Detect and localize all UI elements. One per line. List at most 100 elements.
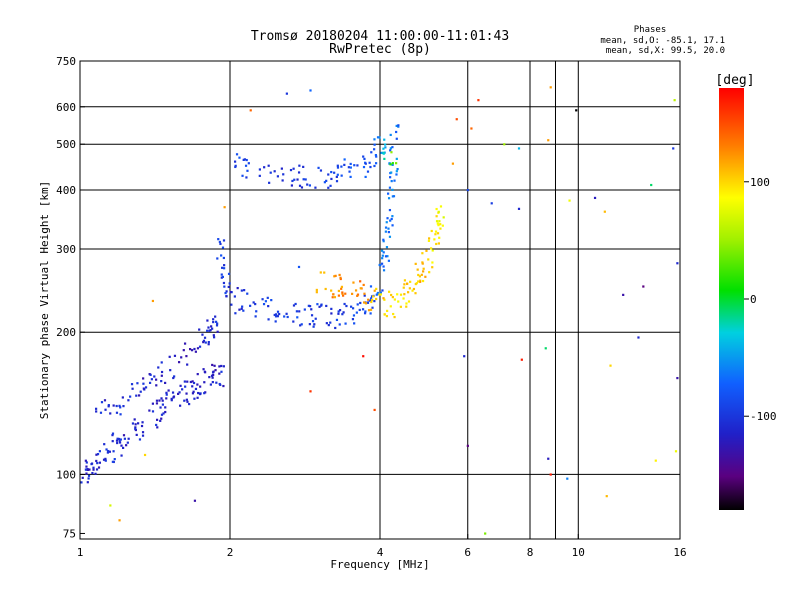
legend-heading: Phases <box>634 25 667 35</box>
echo-point <box>95 468 99 471</box>
echo-point <box>300 323 303 326</box>
echo-point <box>131 387 134 390</box>
echo-point <box>378 263 381 267</box>
sparse-echo-point <box>463 355 466 358</box>
echo-point <box>169 369 172 372</box>
echo-point <box>228 282 231 285</box>
echo-point <box>417 280 420 283</box>
echo-point <box>270 299 273 302</box>
echo-point <box>436 222 439 225</box>
echo-point <box>336 164 339 167</box>
colorbar-ticks: 100 0 -100 <box>744 176 777 423</box>
echo-point <box>86 468 90 471</box>
echo-point <box>98 461 102 464</box>
echo-point <box>419 279 422 282</box>
sparse-echo-point <box>309 89 312 92</box>
echo-point <box>338 273 341 277</box>
echo-point <box>395 124 398 128</box>
echo-point <box>214 315 217 318</box>
echo-point <box>402 286 405 289</box>
echo-point <box>112 404 115 407</box>
echo-point <box>391 163 394 166</box>
echo-point <box>223 264 226 267</box>
echo-point <box>356 303 359 306</box>
echo-point <box>201 333 204 336</box>
echo-point <box>317 166 320 169</box>
echo-point <box>203 336 207 339</box>
chart-title: Tromsø 20180204 11:00:00-11:01:43 <box>251 29 509 44</box>
echo-point <box>214 369 217 372</box>
sparse-echo-point <box>297 265 301 269</box>
echo-point <box>437 210 440 213</box>
echo-point <box>85 465 88 468</box>
echo-point <box>119 438 122 441</box>
echo-point <box>88 468 91 471</box>
echo-point <box>160 417 163 420</box>
echo-point <box>212 318 215 321</box>
echo-point <box>225 290 228 293</box>
echo-point <box>298 164 301 167</box>
echo-point <box>148 409 151 412</box>
echo-point <box>384 146 387 149</box>
echo-point <box>153 375 156 378</box>
echo-point <box>104 457 107 460</box>
echo-point <box>227 272 231 275</box>
echo-point <box>337 312 340 315</box>
echo-point <box>349 175 352 178</box>
echo-point <box>246 292 249 295</box>
sparse-echo-point <box>477 99 480 102</box>
echo-point <box>230 303 233 306</box>
echo-point <box>343 302 346 306</box>
echo-point <box>343 163 346 166</box>
legend-box: Phases mean, sd,O: -85.1, 17.1 mean, sd,… <box>600 25 725 56</box>
echo-point <box>142 377 145 380</box>
echo-point <box>396 293 399 296</box>
echo-point <box>390 180 393 183</box>
echo-point <box>336 173 339 176</box>
echo-point <box>434 230 438 233</box>
echo-point <box>105 448 108 451</box>
echo-point <box>341 292 344 295</box>
echo-point <box>316 303 319 306</box>
echo-point <box>291 179 294 183</box>
echo-point <box>435 207 438 211</box>
sparse-echo-point <box>470 127 473 130</box>
echo-point <box>144 386 148 389</box>
echo-point <box>138 394 141 397</box>
echo-point <box>307 304 310 307</box>
echo-point <box>85 461 88 464</box>
echo-point <box>155 399 159 402</box>
echo-point <box>344 322 347 325</box>
echo-point <box>369 312 372 315</box>
echo-point <box>234 312 237 315</box>
echo-point <box>258 168 261 171</box>
echo-point <box>389 133 392 137</box>
x-tick-label: 2 <box>227 546 234 559</box>
echo-point <box>384 226 388 229</box>
echo-point <box>311 320 315 323</box>
echo-point <box>382 238 385 241</box>
echo-point <box>408 287 411 290</box>
echo-point <box>341 291 344 294</box>
echo-point <box>294 302 297 306</box>
sparse-echo-point <box>249 109 252 112</box>
echo-point <box>197 391 200 395</box>
echo-point <box>136 382 139 385</box>
echo-point <box>381 254 384 257</box>
echo-point <box>119 406 122 409</box>
echo-point <box>85 472 88 475</box>
echo-point <box>142 382 145 385</box>
echo-point <box>246 169 249 172</box>
echo-point <box>385 221 388 224</box>
echo-point <box>196 383 199 386</box>
echo-point <box>216 322 219 325</box>
echo-point <box>92 468 95 471</box>
echo-point <box>371 298 374 302</box>
echo-point <box>351 292 354 295</box>
echo-point <box>188 402 191 406</box>
echo-point <box>198 328 201 331</box>
echo-point <box>386 255 389 258</box>
echo-point <box>165 397 168 400</box>
echo-point <box>298 310 301 313</box>
echo-point <box>221 266 224 269</box>
